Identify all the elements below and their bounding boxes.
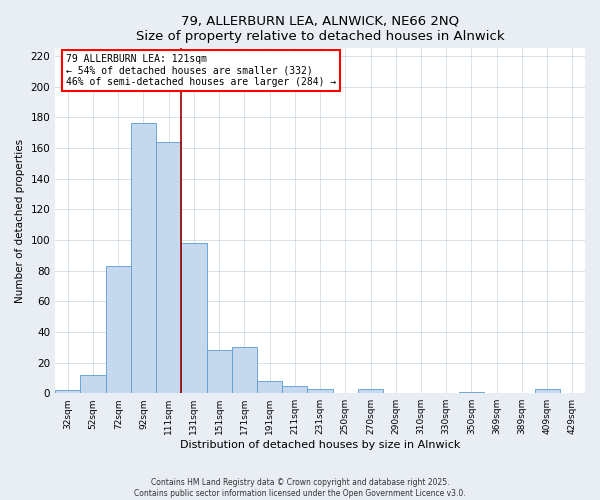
X-axis label: Distribution of detached houses by size in Alnwick: Distribution of detached houses by size …	[180, 440, 460, 450]
Bar	[232, 347, 257, 393]
Bar	[307, 388, 332, 393]
Bar	[257, 381, 282, 393]
Bar	[131, 124, 156, 393]
Text: 79 ALLERBURN LEA: 121sqm
← 54% of detached houses are smaller (332)
46% of semi-: 79 ALLERBURN LEA: 121sqm ← 54% of detach…	[66, 54, 336, 86]
Bar	[535, 388, 560, 393]
Bar	[459, 392, 484, 393]
Bar	[106, 266, 131, 393]
Bar	[282, 386, 307, 393]
Bar	[358, 388, 383, 393]
Y-axis label: Number of detached properties: Number of detached properties	[15, 138, 25, 303]
Bar	[206, 350, 232, 393]
Bar	[55, 390, 80, 393]
Text: Contains HM Land Registry data © Crown copyright and database right 2025.
Contai: Contains HM Land Registry data © Crown c…	[134, 478, 466, 498]
Bar	[156, 142, 181, 393]
Bar	[181, 243, 206, 393]
Title: 79, ALLERBURN LEA, ALNWICK, NE66 2NQ
Size of property relative to detached house: 79, ALLERBURN LEA, ALNWICK, NE66 2NQ Siz…	[136, 15, 505, 43]
Bar	[80, 375, 106, 393]
